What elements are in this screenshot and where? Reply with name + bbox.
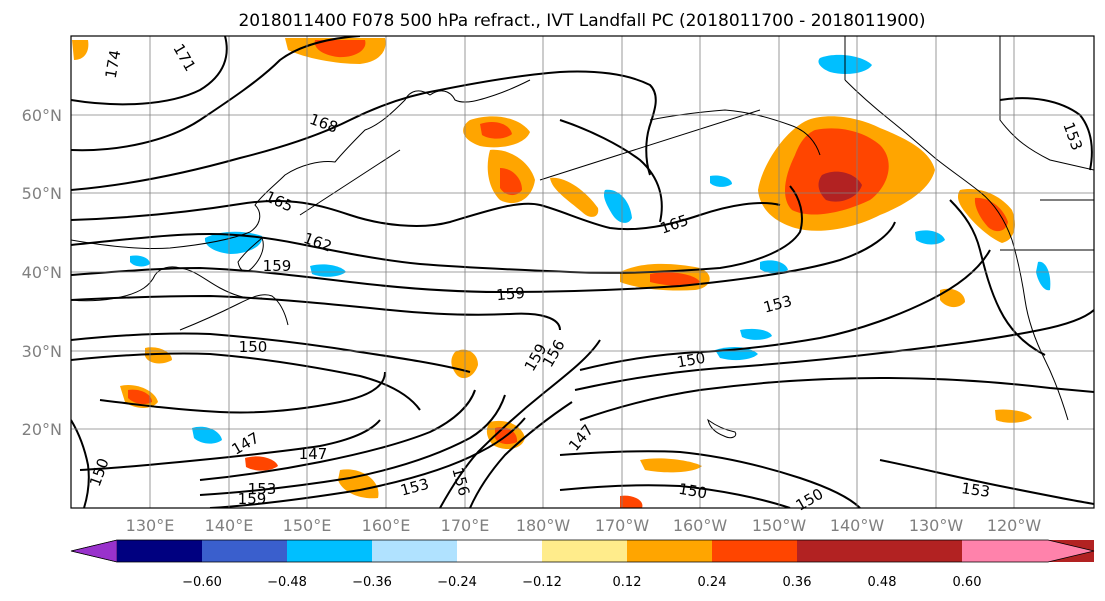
contour-label: 150 — [239, 338, 268, 356]
contour-label: 153 — [248, 480, 277, 498]
negative-anomaly — [310, 264, 346, 277]
negative-anomaly — [204, 231, 263, 254]
lon-label: 140°W — [830, 516, 885, 535]
contour-label: 159 — [263, 257, 292, 275]
lat-label: 60°N — [22, 106, 62, 125]
positive-anomaly — [650, 272, 700, 286]
colorbar-tick-label: −0.60 — [182, 575, 222, 590]
lon-label: 130°W — [909, 516, 964, 535]
lat-label: 50°N — [22, 184, 62, 203]
colorbar-swatch — [797, 540, 882, 562]
colorbar-swatch — [627, 540, 712, 562]
colorbar-tick-label: 0.48 — [868, 575, 897, 590]
colorbar-swatch — [117, 540, 202, 562]
lat-label: 40°N — [22, 263, 62, 282]
contour-label: 159 — [238, 490, 267, 508]
map-frame — [70, 35, 1095, 509]
colorbar-tick-label: 0.60 — [953, 575, 982, 590]
colorbar-tick-label: −0.48 — [267, 575, 307, 590]
positive-anomaly — [72, 40, 89, 60]
colorbar-tick-label: −0.12 — [522, 575, 562, 590]
lat-label: 30°N — [22, 342, 62, 361]
contour-label: 153 — [960, 479, 991, 501]
colorbar-swatch — [287, 540, 372, 562]
positive-anomaly — [480, 122, 512, 139]
lon-label: 150°E — [283, 516, 332, 535]
shading-layer — [72, 38, 1051, 508]
lon-label: 160°W — [673, 516, 728, 535]
colorbar-swatch — [457, 540, 542, 562]
colorbar-outline — [70, 539, 1095, 563]
colorbar-extend-right — [962, 540, 1094, 562]
colorbar-swatch — [202, 540, 287, 562]
lon-label: 170°E — [441, 516, 490, 535]
colorbar-extend-left — [70, 539, 118, 563]
contour-label: 159 — [496, 284, 526, 304]
longitude-labels: 130°E 140°E 150°E 160°E 170°E 180°W 170°… — [126, 516, 1042, 535]
contour-label: 150 — [677, 480, 708, 503]
graticule — [71, 36, 1094, 508]
lon-label: 160°E — [362, 516, 411, 535]
contour-label: 147 — [299, 445, 328, 463]
positive-anomaly — [995, 409, 1032, 423]
map-panel: 174 171 168 165 162 159 159 159 156 153 … — [70, 35, 1095, 515]
lon-label: 140°E — [205, 516, 254, 535]
lon-label: 150°W — [752, 516, 807, 535]
colorbar-tick-label: 0.12 — [613, 575, 642, 590]
negative-anomaly — [915, 230, 945, 245]
negative-anomaly — [130, 255, 150, 267]
colorbar-swatch — [542, 540, 627, 562]
colorbar: −0.60 −0.48 −0.36 −0.24 −0.12 0.12 0.24 … — [70, 539, 1095, 590]
positive-anomaly — [128, 389, 152, 405]
colorbar-tick-label: −0.24 — [437, 575, 477, 590]
negative-anomaly — [740, 328, 772, 340]
contour-label: 174 — [102, 48, 125, 79]
negative-anomaly — [710, 175, 732, 187]
colorbar-swatch — [712, 540, 797, 562]
lon-label: 130°E — [126, 516, 175, 535]
negative-anomaly — [1036, 261, 1051, 291]
contour-lines — [71, 36, 1094, 508]
map-title: 2018011400 F078 500 hPa refract., IVT La… — [238, 11, 925, 31]
negative-anomaly — [192, 426, 222, 444]
negative-anomaly — [603, 189, 632, 223]
contour-label: 150 — [675, 349, 706, 372]
positive-anomaly — [550, 177, 599, 217]
colorbar-tick-label: 0.36 — [783, 575, 812, 590]
lat-label: 20°N — [22, 420, 62, 439]
positive-anomaly — [314, 40, 366, 58]
colorbar-tick-label: −0.36 — [352, 575, 392, 590]
positive-anomaly — [620, 495, 643, 508]
negative-anomaly — [760, 260, 788, 274]
positive-anomaly — [974, 197, 1008, 232]
lon-label: 180°W — [516, 516, 571, 535]
positive-anomaly — [245, 456, 278, 471]
positive-anomaly — [640, 458, 702, 473]
lon-label: 120°W — [987, 516, 1042, 535]
positive-anomaly — [818, 171, 862, 202]
positive-anomaly — [500, 168, 522, 196]
colorbar-tick-label: 0.24 — [698, 575, 727, 590]
colorbar-swatch — [372, 540, 457, 562]
positive-anomaly — [940, 288, 965, 308]
latitude-labels: 60°N 50°N 40°N 30°N 20°N — [22, 106, 62, 439]
lon-label: 170°W — [595, 516, 650, 535]
